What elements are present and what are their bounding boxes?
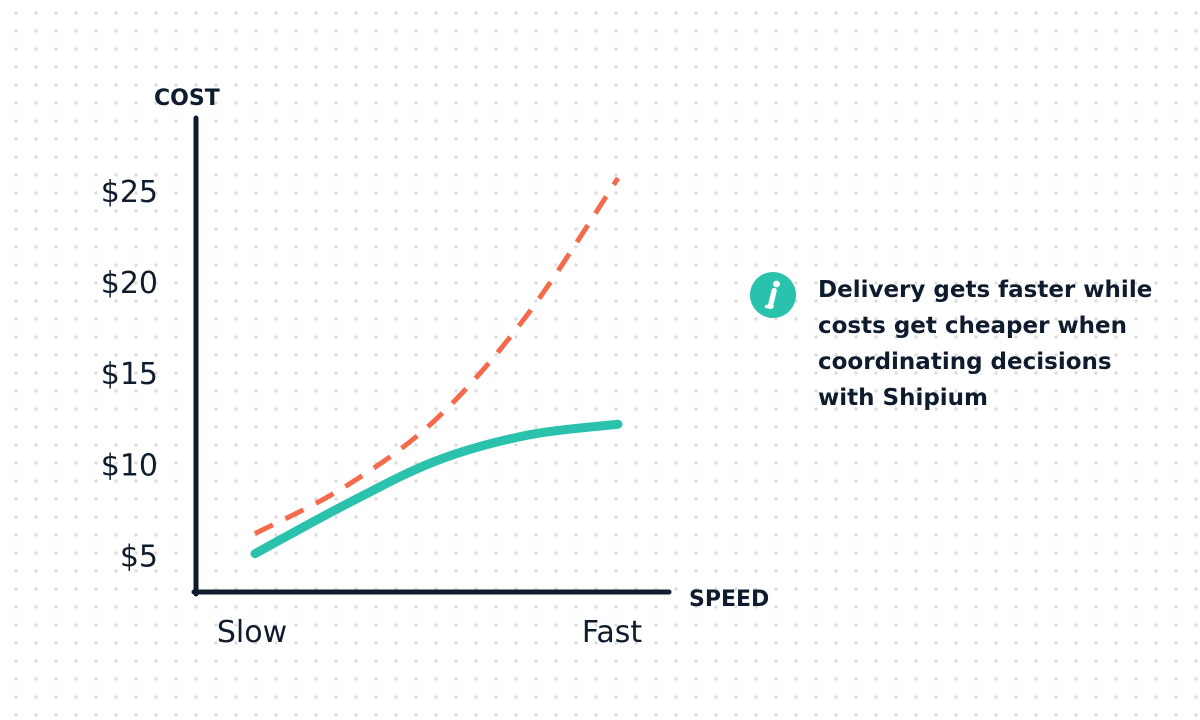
axes: COST SPEED	[154, 86, 769, 612]
series-line-dashed	[253, 176, 621, 536]
y-tick-labels: $5 $10 $15 $20 $25	[101, 175, 158, 575]
y-tick-label: $10	[101, 448, 158, 483]
y-axis-label: COST	[154, 86, 220, 111]
y-tick-label: $25	[101, 175, 158, 210]
series-line-solid	[250, 419, 623, 559]
y-tick-label: $20	[101, 266, 158, 301]
info-callout: Delivery gets faster while costs get che…	[750, 272, 1170, 416]
x-tick-label: Slow	[217, 615, 287, 650]
y-tick-label: $5	[120, 540, 158, 575]
y-tick-label: $15	[101, 357, 158, 392]
callout-text: Delivery gets faster while costs get che…	[818, 277, 1153, 411]
info-icon	[750, 272, 796, 318]
x-axis-label: SPEED	[689, 587, 769, 612]
series-group	[250, 176, 623, 559]
x-tick-label: Fast	[582, 615, 643, 650]
x-tick-labels: Slow Fast	[217, 615, 643, 650]
